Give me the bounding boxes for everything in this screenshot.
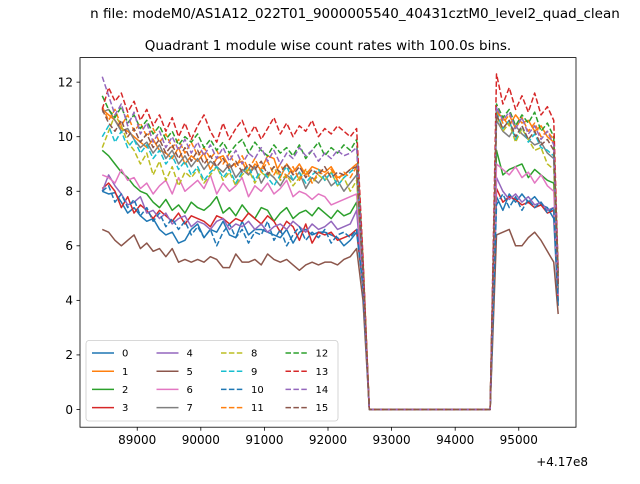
figure-suptitle: n file: modeM0/AS1A12_022T01_9000005540_… xyxy=(90,6,620,22)
legend-box xyxy=(85,340,339,422)
legend-label-2: 2 xyxy=(122,385,128,396)
x-tick-label: 90000 xyxy=(182,433,220,447)
legend-label-9: 9 xyxy=(251,367,257,378)
y-tick-label: 12 xyxy=(58,75,73,89)
series-line-12 xyxy=(101,95,559,411)
legend-label-12: 12 xyxy=(316,349,329,360)
series-lines xyxy=(101,73,559,411)
legend-label-5: 5 xyxy=(187,367,193,378)
legend-label-3: 3 xyxy=(122,403,128,414)
y-tick-label: 4 xyxy=(65,294,73,308)
legend-label-7: 7 xyxy=(187,403,193,414)
x-axis-offset-label: +4.17e8 xyxy=(536,455,588,469)
x-tick-label: 92000 xyxy=(309,433,347,447)
x-tick-label: 91000 xyxy=(245,433,283,447)
x-tick-label: 93000 xyxy=(372,433,410,447)
y-tick-label: 6 xyxy=(65,239,73,253)
legend-label-15: 15 xyxy=(316,403,329,414)
y-axis: 0 2 4 6 8 10 12 xyxy=(58,75,80,417)
legend-label-4: 4 xyxy=(187,349,193,360)
y-tick-label: 2 xyxy=(65,348,73,362)
legend-label-13: 13 xyxy=(316,367,329,378)
legend-label-6: 6 xyxy=(187,385,193,396)
legend-label-1: 1 xyxy=(122,367,128,378)
legend-label-14: 14 xyxy=(316,385,329,396)
x-tick-label: 94000 xyxy=(436,433,474,447)
y-tick-label: 10 xyxy=(58,130,73,144)
legend-label-10: 10 xyxy=(251,385,264,396)
x-axis: 89000 90000 91000 92000 93000 94000 95000 xyxy=(118,427,538,447)
series-line-11 xyxy=(101,106,559,411)
legend-label-11: 11 xyxy=(251,403,264,414)
x-tick-label: 89000 xyxy=(118,433,156,447)
x-tick-label: 95000 xyxy=(500,433,538,447)
chart-title: Quadrant 1 module wise count rates with … xyxy=(145,38,511,54)
series-line-14 xyxy=(101,76,559,411)
y-tick-label: 8 xyxy=(65,185,73,199)
legend-label-8: 8 xyxy=(251,349,257,360)
y-tick-label: 0 xyxy=(65,403,73,417)
legend-label-0: 0 xyxy=(122,349,128,360)
